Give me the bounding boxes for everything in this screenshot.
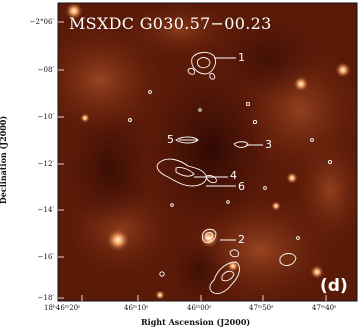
label-leader-lines: [179, 57, 263, 241]
panel-label: (d): [320, 276, 348, 296]
y-tick-label: −12′: [37, 160, 54, 168]
source-label-2: 2: [238, 233, 245, 246]
source-label-6: 6: [238, 180, 245, 193]
contours: [128, 51, 333, 295]
y-tick-label: −18′: [37, 294, 54, 302]
x-axis-title: Right Ascension (J2000): [141, 317, 251, 327]
source-label-1: 1: [238, 51, 245, 64]
x-tick-label: 46ᵐ00ˢ: [187, 304, 212, 312]
source-label-3: 3: [265, 138, 272, 151]
y-tick-label: −08′: [37, 66, 54, 74]
x-tick-label: 46ᵐ10ˢ: [124, 304, 149, 312]
y-tick-label: −14′: [37, 206, 54, 214]
x-tick-label: 18ʰ46ᵐ20ˢ: [44, 304, 81, 312]
plot-frame: [57, 2, 358, 302]
x-tick-label: 47ᵐ50ˢ: [249, 304, 274, 312]
y-tick-label: −2°06′: [29, 18, 54, 26]
x-tick-label: 47ᵐ40ˢ: [312, 304, 337, 312]
source-label-4: 4: [230, 169, 237, 182]
image-area: [58, 3, 357, 301]
y-tick-label: −16′: [37, 253, 54, 261]
figure-title: MSXDC G030.57−00.23: [69, 14, 272, 33]
y-axis-title: Declination (J2000): [0, 115, 9, 205]
y-tick-label: −10′: [37, 113, 54, 121]
source-label-5: 5: [167, 133, 174, 146]
axis-ticks: [58, 21, 327, 301]
